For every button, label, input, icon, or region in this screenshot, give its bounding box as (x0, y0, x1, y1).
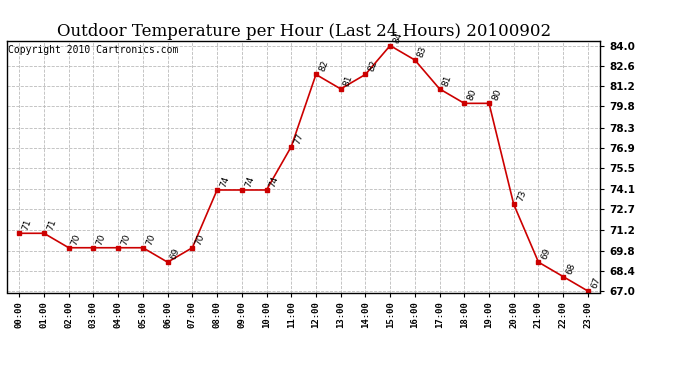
Text: 84: 84 (391, 30, 404, 44)
Text: 70: 70 (144, 232, 157, 246)
Text: 81: 81 (441, 74, 453, 87)
Text: 81: 81 (342, 74, 355, 87)
Text: 70: 70 (70, 232, 83, 246)
Text: 69: 69 (540, 247, 552, 261)
Text: 80: 80 (466, 88, 478, 102)
Text: 67: 67 (589, 276, 602, 290)
Text: 71: 71 (21, 218, 33, 232)
Text: 77: 77 (293, 131, 305, 145)
Text: 83: 83 (416, 45, 428, 58)
Text: Copyright 2010 Cartronics.com: Copyright 2010 Cartronics.com (8, 45, 179, 55)
Text: 69: 69 (169, 247, 181, 261)
Text: 70: 70 (95, 232, 107, 246)
Text: 71: 71 (46, 218, 58, 232)
Text: 70: 70 (119, 232, 132, 246)
Title: Outdoor Temperature per Hour (Last 24 Hours) 20100902: Outdoor Temperature per Hour (Last 24 Ho… (57, 23, 551, 40)
Text: 80: 80 (491, 88, 503, 102)
Text: 68: 68 (564, 261, 577, 275)
Text: 70: 70 (194, 232, 206, 246)
Text: 74: 74 (219, 175, 230, 189)
Text: 74: 74 (243, 175, 255, 189)
Text: 82: 82 (367, 59, 379, 73)
Text: 82: 82 (317, 59, 330, 73)
Text: 74: 74 (268, 175, 280, 189)
Text: 73: 73 (515, 189, 528, 203)
